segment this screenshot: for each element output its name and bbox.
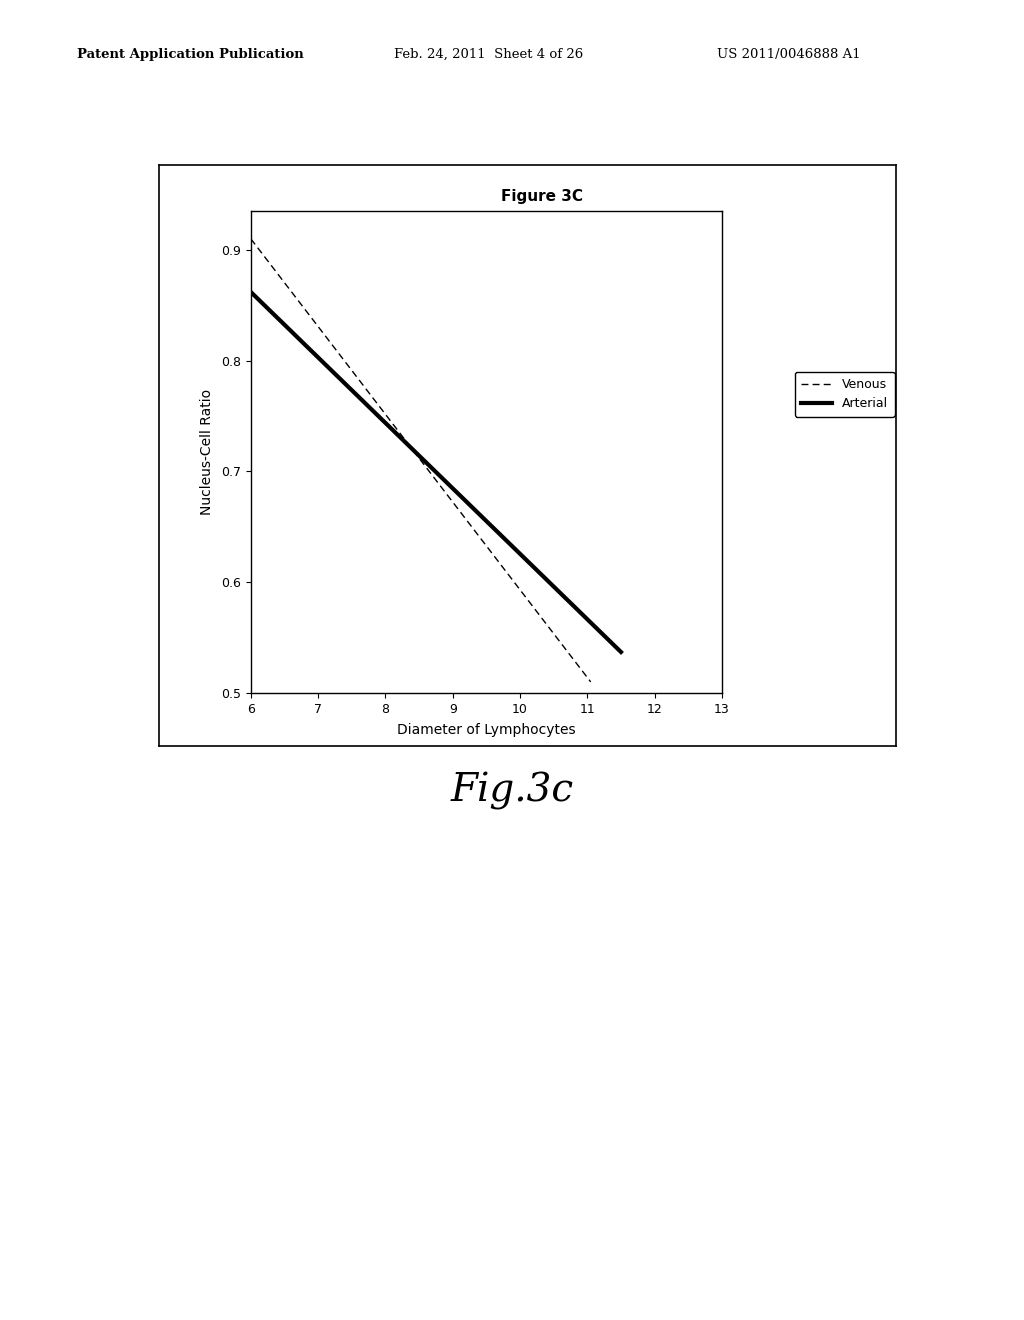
Y-axis label: Nucleus-Cell Ratio: Nucleus-Cell Ratio — [201, 389, 214, 515]
Line: Arterial: Arterial — [251, 292, 621, 652]
Text: Fig.3c: Fig.3c — [451, 772, 573, 810]
Legend: Venous, Arterial: Venous, Arterial — [795, 372, 895, 417]
X-axis label: Diameter of Lymphocytes: Diameter of Lymphocytes — [397, 722, 575, 737]
Text: Feb. 24, 2011  Sheet 4 of 26: Feb. 24, 2011 Sheet 4 of 26 — [394, 48, 584, 61]
Text: Patent Application Publication: Patent Application Publication — [77, 48, 303, 61]
Text: Figure 3C: Figure 3C — [501, 189, 583, 203]
Arterial — [245, 284, 257, 300]
Arterial — [614, 644, 627, 660]
Text: US 2011/0046888 A1: US 2011/0046888 A1 — [717, 48, 860, 61]
